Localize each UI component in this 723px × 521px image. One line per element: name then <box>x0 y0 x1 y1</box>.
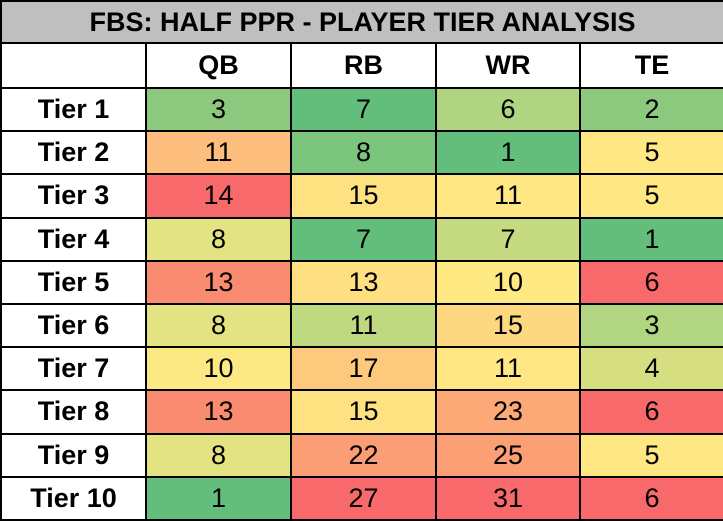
cell-qb: 14 <box>145 173 292 219</box>
cell-te: 6 <box>578 475 723 521</box>
cell-qb: 10 <box>145 346 292 392</box>
cell-rb: 7 <box>290 216 437 262</box>
column-header-row: QB RB WR TE <box>0 42 723 89</box>
cell-wr: 23 <box>435 389 581 435</box>
cell-rb: 17 <box>290 346 437 392</box>
cell-rb: 15 <box>290 389 437 435</box>
column-header-te: TE <box>578 42 723 89</box>
cell-qb: 1 <box>145 475 292 521</box>
table-row: Tier 10 1 27 31 6 <box>0 475 723 521</box>
table-row: Tier 8 13 15 23 6 <box>0 389 723 435</box>
cell-rb: 27 <box>290 475 437 521</box>
table-row: Tier 2 11 8 1 5 <box>0 130 723 176</box>
column-header-rb: RB <box>290 42 437 89</box>
tier-label: Tier 2 <box>0 130 147 176</box>
cell-te: 6 <box>578 259 723 305</box>
cell-wr: 31 <box>435 475 581 521</box>
column-header-wr: WR <box>435 42 581 89</box>
cell-qb: 8 <box>145 302 292 349</box>
cell-qb: 11 <box>145 130 292 176</box>
tier-label: Tier 5 <box>0 259 147 305</box>
cell-te: 1 <box>578 216 723 262</box>
cell-rb: 15 <box>290 173 437 219</box>
cell-qb: 8 <box>145 216 292 262</box>
corner-cell <box>0 42 147 89</box>
tier-label: Tier 8 <box>0 389 147 435</box>
tier-label: Tier 10 <box>0 475 147 521</box>
cell-te: 2 <box>578 86 723 133</box>
table-row: Tier 3 14 15 11 5 <box>0 173 723 219</box>
tier-label: Tier 1 <box>0 86 147 133</box>
cell-rb: 7 <box>290 86 437 133</box>
table-row: Tier 5 13 13 10 6 <box>0 259 723 305</box>
tier-label: Tier 6 <box>0 302 147 349</box>
cell-te: 3 <box>578 302 723 349</box>
tier-label: Tier 7 <box>0 346 147 392</box>
cell-te: 4 <box>578 346 723 392</box>
cell-te: 6 <box>578 389 723 435</box>
cell-rb: 22 <box>290 432 437 478</box>
tier-label: Tier 3 <box>0 173 147 219</box>
table-row: Tier 6 8 11 15 3 <box>0 302 723 349</box>
cell-rb: 13 <box>290 259 437 305</box>
column-header-qb: QB <box>145 42 292 89</box>
cell-qb: 8 <box>145 432 292 478</box>
cell-wr: 11 <box>435 346 581 392</box>
cell-wr: 11 <box>435 173 581 219</box>
cell-rb: 11 <box>290 302 437 349</box>
tier-label: Tier 4 <box>0 216 147 262</box>
cell-wr: 7 <box>435 216 581 262</box>
cell-qb: 13 <box>145 389 292 435</box>
cell-wr: 6 <box>435 86 581 133</box>
cell-qb: 13 <box>145 259 292 305</box>
cell-qb: 3 <box>145 86 292 133</box>
cell-te: 5 <box>578 432 723 478</box>
tier-label: Tier 9 <box>0 432 147 478</box>
table-body: Tier 1 3 7 6 2 Tier 2 11 8 1 5 Tier 3 14 15 11 5 Tier 4… <box>0 86 723 521</box>
cell-rb: 8 <box>290 130 437 176</box>
table-row: Tier 7 10 17 11 4 <box>0 346 723 392</box>
table-title: FBS: HALF PPR - PLAYER TIER ANALYSIS <box>0 0 723 44</box>
cell-wr: 25 <box>435 432 581 478</box>
cell-wr: 1 <box>435 130 581 176</box>
cell-te: 5 <box>578 173 723 219</box>
cell-wr: 15 <box>435 302 581 349</box>
cell-te: 5 <box>578 130 723 176</box>
table-row: Tier 9 8 22 25 5 <box>0 432 723 478</box>
cell-wr: 10 <box>435 259 581 305</box>
